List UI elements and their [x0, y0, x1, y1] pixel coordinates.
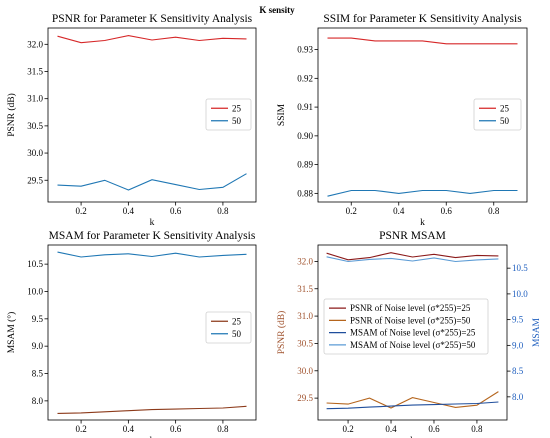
series-line-3	[326, 401, 499, 410]
y-tick-label: 30.0	[297, 366, 313, 376]
x-tick-label: 0.8	[217, 424, 229, 434]
series-line-1	[57, 35, 247, 44]
chart-title: PSNR for Parameter K Sensitivity Analysi…	[52, 13, 253, 25]
y-tick-label: 29.5	[27, 175, 43, 185]
legend-label: PSNR of Noise level (σ*255)=50	[350, 315, 471, 325]
y-tick-label: 9.0	[32, 341, 44, 351]
y-tick-label: 0.91	[297, 102, 313, 112]
x-tick-label: 0.2	[342, 424, 353, 434]
x-tick-label: 0.8	[471, 424, 483, 434]
chart-title: PSNR MSAM	[379, 230, 446, 242]
legend-label: 50	[232, 329, 242, 339]
x-tick-label: 0.6	[170, 424, 182, 434]
chart-panel-4: PSNR MSAM 0.2 0.4 0.6 0.8 29.5 30.0 30.5 31.0 31.…	[276, 230, 542, 438]
x-tick-label: 0.8	[488, 206, 500, 216]
x-tick-label: 0.6	[441, 206, 453, 216]
y-tick-label: 0.93	[297, 45, 313, 55]
legend-label: PSNR of Noise level (σ*255)=25	[350, 303, 471, 313]
y-tick-label: 32.0	[297, 256, 313, 266]
chart-panel-2: SSIM for Parameter K Sensitivity Analysi…	[277, 13, 528, 228]
y2-tick-label: 10.5	[512, 263, 528, 273]
y-tick-label: 31.0	[27, 94, 43, 104]
legend-label: 50	[232, 116, 242, 126]
series-line-2	[327, 189, 518, 197]
figure-title: K sensity	[259, 5, 295, 15]
y-tick-label: 31.5	[27, 67, 43, 77]
series-line-2	[57, 173, 247, 191]
legend-label: 25	[500, 103, 510, 113]
series-line-1	[327, 37, 518, 45]
x-tick-label: 0.4	[385, 424, 397, 434]
y-tick-label: 31.0	[297, 311, 313, 321]
y-axis-label: PSNR (dB)	[276, 311, 287, 355]
legend-label: 50	[500, 116, 510, 126]
legend-box	[473, 98, 522, 131]
x-tick-label: 0.4	[393, 206, 405, 216]
x-tick-label: 0.6	[428, 424, 440, 434]
y-tick-label: 8.0	[32, 396, 44, 406]
legend-box	[323, 298, 489, 355]
y2-tick-label: 10.0	[512, 289, 528, 299]
y-axis-label: MSAM (°)	[6, 312, 17, 354]
legend-box	[205, 98, 252, 131]
y-tick-label: 8.5	[32, 369, 44, 379]
chart-panel-3: MSAM for Parameter K Sensitivity Analysi…	[6, 230, 257, 438]
y-tick-label: 30.5	[27, 121, 43, 131]
series-line-1	[326, 252, 499, 261]
y-tick-label: 9.5	[32, 314, 44, 324]
x-axis-label: k	[420, 218, 425, 228]
legend: PSNR of Noise level (σ*255)=25 PSNR of No…	[323, 298, 489, 355]
legend-label: 25	[232, 316, 242, 326]
x-tick-label: 0.2	[75, 206, 86, 216]
x-axis-label: k	[150, 218, 155, 228]
y2-tick-label: 8.0	[512, 392, 524, 402]
y-tick-label: 10.0	[27, 286, 43, 296]
y-tick-label: 29.5	[297, 393, 313, 403]
chart-title: MSAM for Parameter K Sensitivity Analysi…	[49, 230, 256, 242]
y-tick-label: 30.5	[297, 338, 313, 348]
plot-frame	[47, 27, 257, 203]
y2-tick-label: 9.5	[512, 315, 524, 325]
y2-axis-label: MSAM	[532, 317, 542, 347]
x-tick-label: 0.4	[123, 424, 135, 434]
chart-title: SSIM for Parameter K Sensitivity Analysi…	[323, 13, 522, 25]
series-line-2	[326, 391, 499, 409]
x-tick-label: 0.6	[170, 206, 182, 216]
y-tick-label: 30.0	[27, 148, 43, 158]
series-line-4	[326, 256, 499, 263]
x-axis-label: k	[150, 436, 155, 438]
x-tick-label: 0.4	[123, 206, 135, 216]
legend-box	[205, 311, 252, 344]
plot-frame	[47, 244, 257, 421]
y-tick-label: 31.5	[297, 284, 313, 294]
y-axis-label: SSIM	[277, 103, 287, 126]
y-tick-label: 10.5	[27, 259, 43, 269]
series-line-2	[57, 251, 247, 258]
y-tick-label: 32.0	[27, 39, 43, 49]
y2-tick-label: 8.5	[512, 366, 524, 376]
x-tick-label: 0.2	[75, 424, 86, 434]
y-tick-label: 0.92	[297, 73, 313, 83]
legend-label: MSAM of Noise level (σ*255)=50	[350, 340, 476, 350]
y-axis-label: PSNR (dB)	[6, 93, 17, 137]
y-tick-label: 0.89	[297, 160, 313, 170]
legend-label: MSAM of Noise level (σ*255)=25	[350, 328, 476, 338]
y2-tick-label: 9.0	[512, 340, 524, 350]
y-tick-label: 0.90	[297, 131, 313, 141]
plot-frame	[317, 27, 528, 203]
x-tick-label: 0.2	[346, 206, 357, 216]
series-line-1	[57, 405, 247, 414]
x-axis-label: k	[410, 436, 415, 438]
y-tick-label: 0.88	[297, 188, 313, 198]
chart-panel-1: PSNR for Parameter K Sensitivity Analysi…	[6, 13, 257, 228]
plot-frame	[317, 244, 508, 421]
x-tick-label: 0.8	[217, 206, 229, 216]
legend-label: 25	[232, 103, 242, 113]
